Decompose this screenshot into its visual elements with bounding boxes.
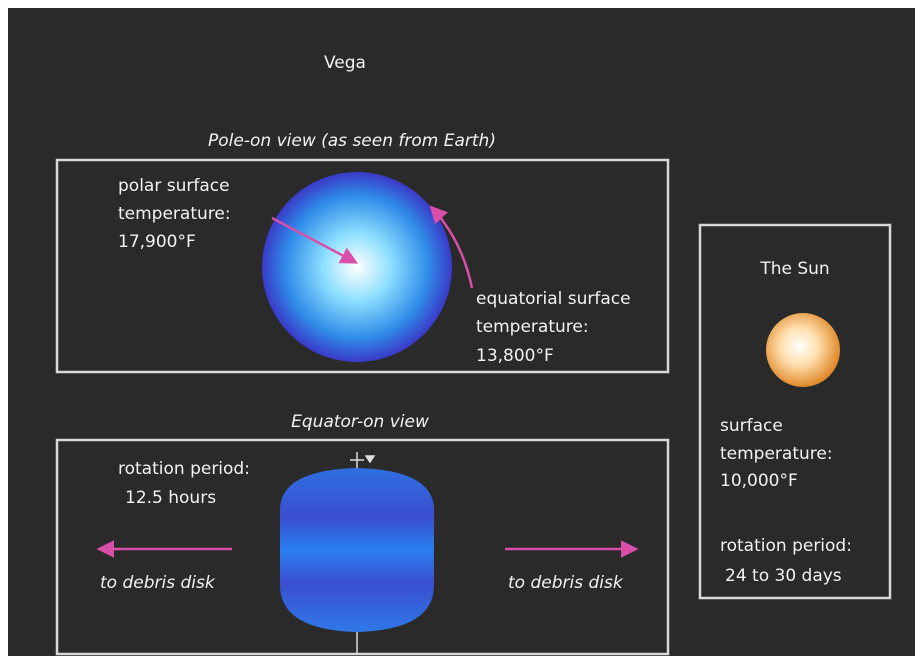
sun-rotation-value: 24 to 30 days [725,566,842,586]
sun [766,313,840,387]
equator-on-heading: Equator-on view [291,412,429,432]
sun-temp-value: 10,000°F [720,471,798,491]
sun-temp-label: surface [720,416,783,436]
sun-heading: The Sun [759,259,829,279]
polar-value: 17,900°F [118,232,196,252]
equatorial-value: 13,800°F [476,346,554,366]
polar-label: temperature: [118,204,231,224]
rotation-value: 12.5 hours [125,488,216,508]
sun-temp-label: temperature: [720,444,833,464]
debris-label: to debris disk [508,573,624,593]
polar-label: polar surface [118,176,230,196]
pole-on-heading: Pole-on view (as seen from Earth) [208,131,496,151]
vega-pole-on [262,172,452,362]
title: Vega [324,53,366,73]
debris-label: to debris disk [100,573,216,593]
vega-equator-on [280,468,434,632]
rotation-label: rotation period: [118,459,250,479]
equatorial-label: equatorial surface [476,289,631,309]
sun-rotation-label: rotation period: [720,536,852,556]
equatorial-label: temperature: [476,317,589,337]
infographic: Vega Pole-on view (as seen from Earth) p… [0,0,920,661]
